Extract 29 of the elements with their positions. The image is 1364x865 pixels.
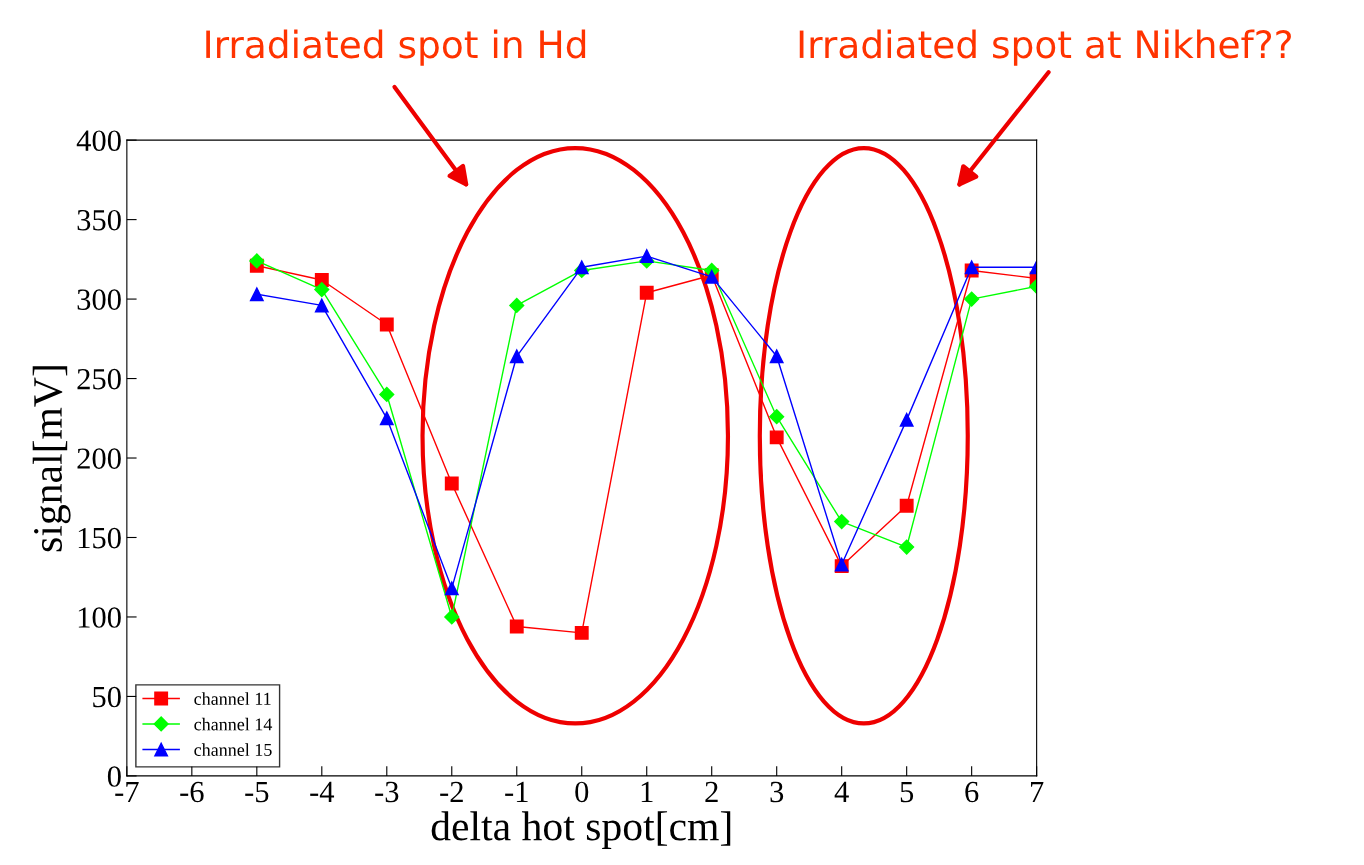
x-tick-label: 1 xyxy=(641,781,653,802)
x-tick-label: 5 xyxy=(900,781,914,803)
x-tick-label: 2 xyxy=(705,781,718,802)
x-tick-label: -2 xyxy=(440,781,463,802)
y-tick-label: 250 xyxy=(77,368,121,390)
y-tick-label: 100 xyxy=(78,607,121,628)
y-tick-label: 150 xyxy=(78,527,121,549)
legend-label: channel 15 xyxy=(194,743,272,756)
x-tick-label: -4 xyxy=(310,781,335,802)
x-tick-label: -5 xyxy=(245,781,269,803)
x-tick-label: -6 xyxy=(180,781,204,803)
x-tick-label: -1 xyxy=(505,781,528,802)
x-tick-label: 3 xyxy=(770,781,784,803)
y-axis-title: signal[mV] xyxy=(32,366,71,552)
x-tick-label: 6 xyxy=(965,781,979,803)
x-axis-title: delta hot spot[cm] xyxy=(431,811,731,850)
y-tick-label: 50 xyxy=(93,686,121,708)
legend-label: channel 14 xyxy=(194,717,273,731)
x-tick-label: 4 xyxy=(834,781,849,802)
y-tick-label: 300 xyxy=(77,289,121,310)
text: Irradiated spot at Nikhef?? xyxy=(799,29,1291,66)
legend-label: channel 11 xyxy=(194,692,271,705)
y-tick-label: 200 xyxy=(77,448,121,469)
text: Irradiated spot in Hd xyxy=(206,29,586,66)
x-tick-label: 0 xyxy=(575,781,589,803)
x-tick-label: -3 xyxy=(375,781,399,803)
y-tick-label: 350 xyxy=(77,209,121,231)
x-tick-label: 7 xyxy=(1031,781,1044,802)
y-tick-label: 400 xyxy=(76,130,121,152)
